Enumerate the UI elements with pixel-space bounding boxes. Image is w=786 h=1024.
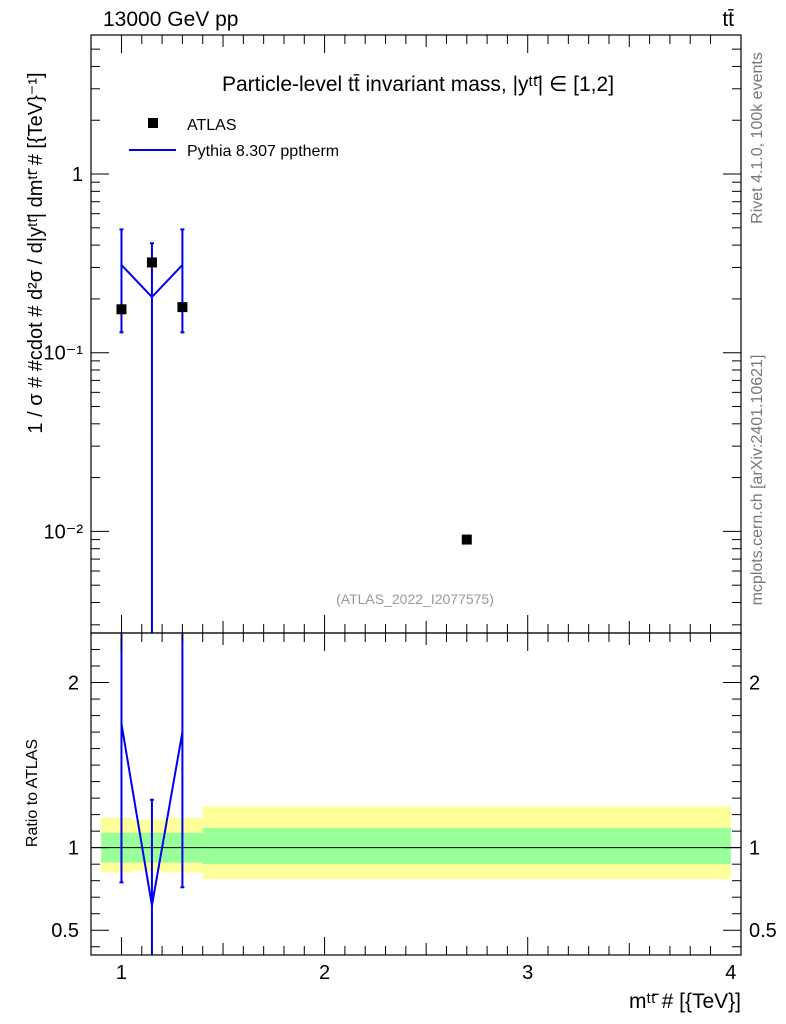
x-axis-label: mᵗᵗ̄ # [{TeV}]	[629, 990, 741, 1013]
main-ylabel: 1 / σ # #cdot # d²σ / d|yᵗᵗ̄| dmᵗᵗ̄ # [{…	[25, 72, 47, 433]
ratio-ylabel: Ratio to ATLAS	[24, 739, 41, 847]
energy-label: 13000 GeV pp	[103, 8, 238, 31]
main-title: Particle-level tt̄ invariant mass, |yᵗᵗ̄…	[222, 73, 614, 96]
legend-marker-atlas	[148, 118, 158, 128]
mc-line	[120, 264, 184, 299]
ratio-y-tick-label-left: 1	[68, 838, 79, 860]
ratio-y-tick-label-right: 1	[749, 838, 760, 860]
ratio-y-tick-label-left: 2	[68, 673, 79, 695]
data-point	[461, 534, 472, 545]
main-watermark: (ATLAS_2022_I2077575)	[336, 591, 494, 607]
ratio-y-tick-label-left: 0.5	[51, 920, 79, 942]
ratio-frame	[90, 632, 742, 956]
legend: ATLAS Pythia 8.307 pptherm	[129, 117, 339, 160]
legend-label-atlas: ATLAS	[187, 117, 237, 134]
ratio-line	[120, 723, 184, 906]
data-point	[116, 304, 127, 315]
y-tick-label: 10⁻¹	[44, 343, 84, 365]
x-tick-label: 1	[116, 962, 127, 984]
legend-label-pythia: Pythia 8.307 pptherm	[187, 143, 339, 160]
process-label: tt̄	[722, 8, 734, 31]
x-tick-label: 3	[522, 962, 533, 984]
y-tick-label: 1	[72, 164, 83, 186]
x-tick-label: 2	[319, 962, 330, 984]
ratio-panel: 2 2 1 1 0.5 0.5 1 2 3 4 Ratio to ATLAS mᵗᵗ̄ # [{T…	[24, 632, 777, 1013]
data-point	[146, 257, 157, 268]
ratio-y-tick-label-right: 2	[749, 673, 760, 695]
main-panel: (ATLAS_2022_I2077575) 1 10⁻¹ 10⁻² Particle…	[25, 34, 742, 634]
x-tick-label: 4	[725, 962, 736, 984]
y-tick-label: 10⁻²	[44, 521, 84, 543]
ratio-y-tick-label-right: 0.5	[749, 920, 777, 942]
rivet-label: Rivet 4.1.0, 100k events	[749, 52, 766, 224]
uncertainty-band-inner	[202, 827, 731, 865]
source-label: mcplots.cern.ch [arXiv:2401.10621]	[749, 355, 766, 606]
data-point	[177, 302, 188, 313]
